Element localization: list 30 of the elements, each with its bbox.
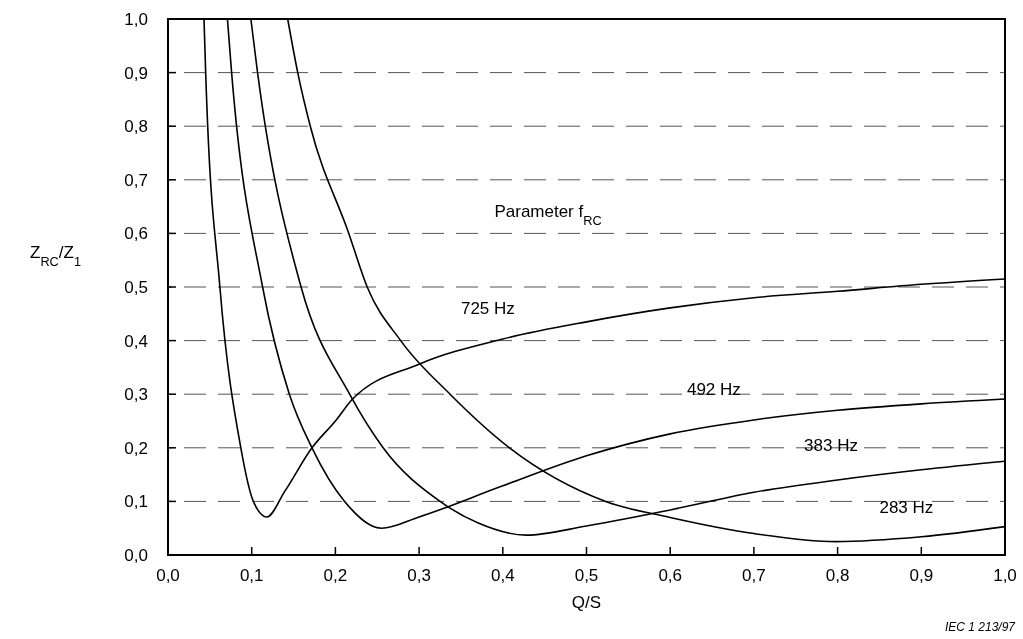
text: IEC 1 213/97	[944, 620, 1017, 634]
x-tick-label: 0,2	[323, 566, 348, 585]
x-tick-label: 0,1	[239, 566, 264, 585]
y-tick-label: 0,2	[124, 438, 148, 458]
x-tick-label: 0,4	[490, 566, 515, 585]
x-tick-label: 0,5	[574, 566, 599, 585]
x-tick-label: 0,9	[909, 566, 934, 585]
y-tick-label: 1,0	[124, 9, 148, 29]
y-tick-label: 0,7	[124, 170, 148, 190]
x-tick-label: 0,3	[407, 566, 431, 585]
y-tick-label: 0,6	[124, 224, 148, 244]
x-tick-label: 0,6	[658, 566, 683, 585]
annotation: Parameter f$_{RC}$	[494, 202, 602, 228]
y-tick-label: 0,3	[124, 385, 148, 405]
series-label: 492 Hz	[686, 379, 741, 399]
y-tick-label: 0,4	[124, 331, 148, 351]
x-tick-label: 0,7	[742, 566, 766, 585]
x-axis-title: Q/S	[571, 593, 602, 612]
series-label: 725 Hz	[460, 299, 515, 319]
x-tick-label: 1,0	[993, 566, 1017, 585]
series-label: 283 Hz	[879, 497, 934, 517]
y-tick-label: 0,9	[124, 63, 148, 83]
x-tick-label: 0,8	[825, 566, 850, 585]
y-tick-label: 0,1	[124, 492, 148, 512]
y-tick-label: 0,0	[124, 545, 148, 565]
y-tick-label: 0,8	[124, 117, 148, 137]
y-axis-title: Z$_{RC}$/Z$_{1}$	[30, 242, 82, 269]
x-tick-label: 0,0	[156, 566, 180, 585]
y-tick-label: 0,5	[124, 277, 148, 297]
series-label: 383 Hz	[804, 436, 858, 456]
